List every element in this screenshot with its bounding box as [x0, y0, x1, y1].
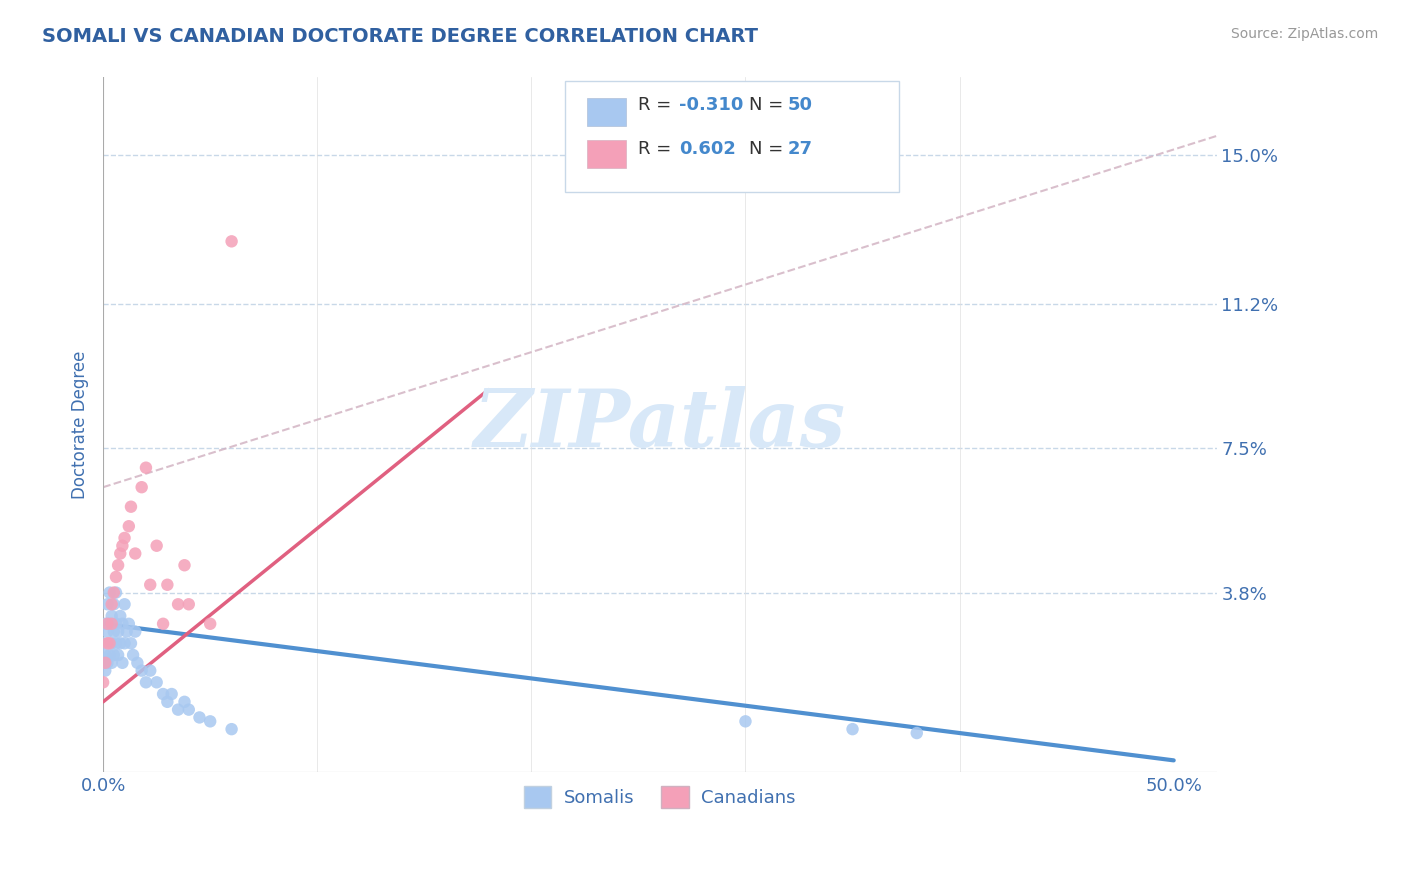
Point: [177, 597, 200, 611]
Text: ZIPatlas: ZIPatlas: [474, 386, 846, 464]
Point: [110, 609, 132, 624]
Point: [103, 624, 125, 639]
Y-axis label: Doctorate Degree: Doctorate Degree: [72, 351, 89, 499]
Point: [145, 539, 167, 553]
Point: [107, 624, 129, 639]
Point: [96, 616, 118, 631]
Point: [104, 585, 127, 599]
Point: [167, 703, 190, 717]
Point: [152, 687, 174, 701]
Point: [100, 616, 122, 631]
Point: [198, 714, 221, 729]
Point: [98, 616, 121, 631]
Point: [841, 722, 863, 736]
Point: [177, 703, 200, 717]
FancyBboxPatch shape: [588, 140, 627, 168]
Point: [96, 624, 118, 639]
Point: [115, 624, 138, 639]
Point: [96, 656, 118, 670]
Point: [100, 656, 122, 670]
Point: [127, 656, 149, 670]
Point: [135, 460, 157, 475]
Point: [167, 597, 190, 611]
Point: [114, 531, 136, 545]
Text: R =: R =: [637, 96, 676, 114]
Point: [173, 695, 195, 709]
Point: [110, 547, 132, 561]
Point: [905, 726, 928, 740]
Point: [94, 616, 117, 631]
Point: [156, 578, 179, 592]
Point: [139, 578, 162, 592]
Text: Source: ZipAtlas.com: Source: ZipAtlas.com: [1230, 27, 1378, 41]
Point: [100, 609, 122, 624]
Text: N =: N =: [749, 96, 789, 114]
Point: [120, 636, 142, 650]
Point: [100, 597, 122, 611]
Point: [111, 539, 134, 553]
Point: [198, 616, 221, 631]
Point: [107, 648, 129, 662]
Point: [104, 636, 127, 650]
Point: [94, 656, 117, 670]
Point: [160, 687, 183, 701]
Point: [131, 480, 153, 494]
Point: [221, 235, 243, 249]
Point: [221, 722, 243, 736]
Point: [114, 597, 136, 611]
Text: 27: 27: [787, 140, 813, 158]
Point: [110, 636, 132, 650]
Point: [118, 616, 141, 631]
Point: [104, 616, 127, 631]
Point: [111, 616, 134, 631]
Point: [91, 675, 114, 690]
Point: [152, 616, 174, 631]
Legend: Somalis, Canadians: Somalis, Canadians: [517, 779, 803, 815]
Point: [118, 519, 141, 533]
Point: [94, 664, 117, 678]
Point: [103, 648, 125, 662]
Point: [98, 636, 121, 650]
Text: SOMALI VS CANADIAN DOCTORATE DEGREE CORRELATION CHART: SOMALI VS CANADIAN DOCTORATE DEGREE CORR…: [42, 27, 758, 45]
Point: [188, 710, 211, 724]
Point: [124, 624, 146, 639]
Point: [111, 656, 134, 670]
FancyBboxPatch shape: [588, 98, 627, 126]
Text: 50: 50: [787, 96, 813, 114]
Point: [120, 500, 142, 514]
Point: [103, 585, 125, 599]
Text: N =: N =: [749, 140, 789, 158]
Point: [139, 664, 162, 678]
Text: R =: R =: [637, 140, 676, 158]
Point: [98, 585, 121, 599]
Text: 0.602: 0.602: [679, 140, 735, 158]
Text: -0.310: -0.310: [679, 96, 744, 114]
Point: [94, 648, 117, 662]
Point: [122, 648, 145, 662]
Point: [98, 648, 121, 662]
Point: [173, 558, 195, 573]
FancyBboxPatch shape: [565, 81, 900, 192]
Point: [734, 714, 756, 729]
Point: [103, 597, 125, 611]
Point: [114, 636, 136, 650]
Point: [107, 558, 129, 573]
Point: [104, 570, 127, 584]
Point: [100, 636, 122, 650]
Point: [135, 675, 157, 690]
Point: [96, 636, 118, 650]
Point: [145, 675, 167, 690]
Point: [91, 636, 114, 650]
Point: [156, 695, 179, 709]
Point: [91, 656, 114, 670]
Point: [96, 597, 118, 611]
Point: [131, 664, 153, 678]
Point: [124, 547, 146, 561]
